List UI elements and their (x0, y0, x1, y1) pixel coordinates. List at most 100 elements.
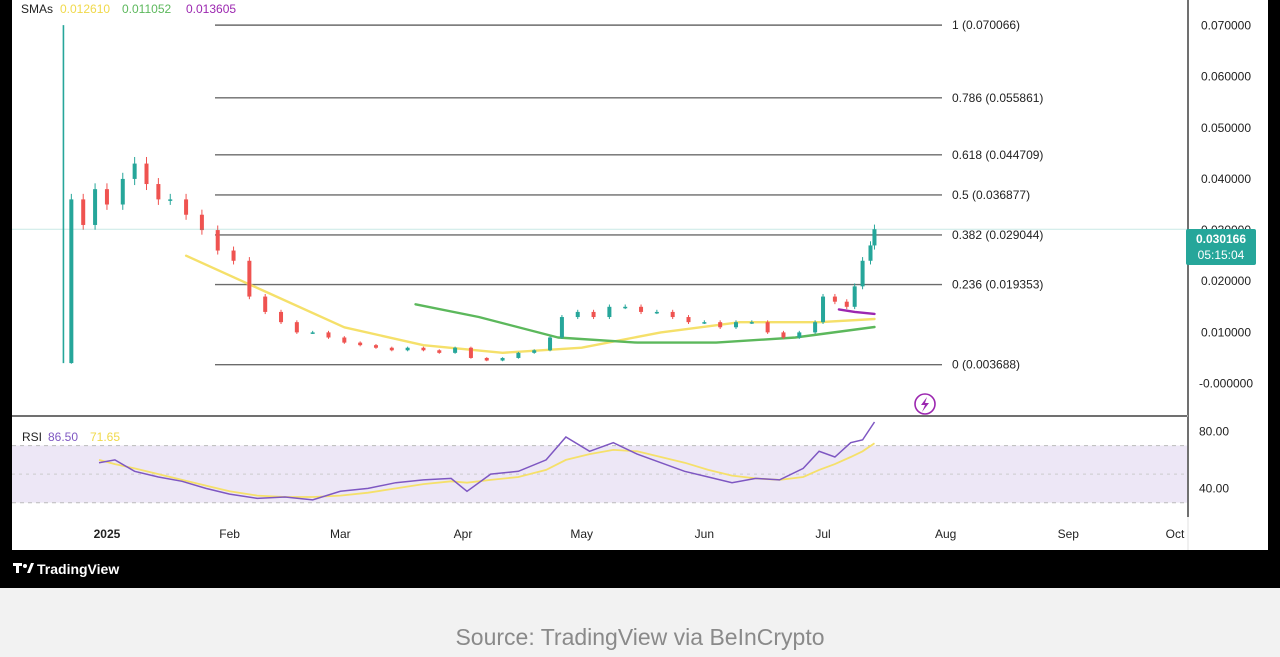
sma-legend-value-3: 0.013605 (186, 2, 236, 16)
price-candle-body[interactable] (247, 260, 252, 297)
sma-line-1 (184, 254, 876, 354)
price-candle-body[interactable] (310, 332, 315, 334)
price-candle-body[interactable] (326, 332, 331, 338)
price-tick-label: 0.070000 (1201, 18, 1251, 32)
price-candle-body[interactable] (765, 322, 770, 333)
rsi-legend-label[interactable]: RSI (22, 430, 42, 444)
price-candle-body[interactable] (156, 184, 161, 200)
time-tick-label: Jul (815, 527, 830, 541)
fib-level-label: 0.5 (0.036877) (952, 188, 1030, 202)
price-candle-body[interactable] (781, 332, 786, 338)
last-price-badge (1186, 229, 1256, 265)
price-candle-body[interactable] (168, 199, 173, 201)
price-candle-body[interactable] (342, 337, 347, 343)
price-candle-body[interactable] (591, 311, 596, 318)
price-candle-body[interactable] (749, 322, 754, 324)
time-scale[interactable] (12, 517, 1268, 550)
price-candle-body[interactable] (702, 322, 707, 324)
price-candle-body[interactable] (548, 337, 553, 351)
price-candle-body[interactable] (132, 163, 137, 179)
sma-legend-value-2: 0.011052 (122, 2, 171, 16)
price-candle-body[interactable] (654, 311, 659, 314)
rsi-lines (98, 421, 876, 501)
price-candle-body[interactable] (421, 347, 426, 351)
time-axis-ticks: 2025 Feb Mar Apr May Jun Jul Aug Sep Oct (94, 527, 1185, 541)
time-tick-label: May (570, 527, 593, 541)
price-series[interactable] (62, 25, 877, 364)
fib-level-label: 0 (0.003688) (952, 358, 1020, 372)
rsi-line (98, 421, 876, 501)
price-tick-label: 0.040000 (1201, 172, 1251, 186)
sma-legend-label[interactable]: SMAs (21, 2, 53, 16)
tradingview-chart[interactable]: 1 (0.070066) 0.786 (0.055861) 0.618 (0.044… (0, 0, 1280, 588)
time-tick-label: Sep (1058, 527, 1080, 541)
time-tick-label: Feb (219, 527, 240, 541)
sma-lines (184, 254, 876, 354)
sma-line-2 (414, 303, 876, 344)
price-candle-body[interactable] (215, 230, 220, 251)
tradingview-logo-icon (13, 563, 34, 573)
price-candle-body[interactable] (389, 347, 394, 351)
price-candle-body[interactable] (813, 322, 818, 333)
rsi-overbought-oversold-band (12, 445, 1187, 503)
price-candle-body[interactable] (373, 345, 378, 348)
price-candle-body[interactable] (797, 332, 802, 338)
fib-level-label: 0.786 (0.055861) (952, 91, 1043, 105)
price-candle-body[interactable] (405, 347, 410, 351)
price-candle-body[interactable] (144, 163, 149, 185)
rsi-ma-line (98, 442, 876, 498)
price-tick-label: 0.060000 (1201, 70, 1251, 84)
price-candle-body[interactable] (500, 357, 505, 361)
price-candle-body[interactable] (69, 199, 74, 364)
price-candle-body[interactable] (263, 296, 268, 312)
rsi-tick-label: 40.00 (1199, 481, 1229, 495)
price-candle-body[interactable] (821, 296, 826, 323)
price-candle-body[interactable] (453, 347, 458, 353)
price-candle-body[interactable] (184, 199, 189, 215)
price-candle-body[interactable] (199, 214, 204, 231)
price-candle-body[interactable] (532, 350, 537, 353)
lightning-bolt-glyph (921, 397, 929, 412)
price-candle-body[interactable] (120, 178, 125, 205)
sma-line-3 (837, 308, 876, 316)
price-candle-body[interactable] (437, 350, 442, 353)
price-candle-body[interactable] (844, 301, 849, 307)
rsi-legend-value: 86.50 (48, 430, 78, 444)
price-candle-body[interactable] (670, 311, 675, 318)
price-candle-body[interactable] (575, 311, 580, 318)
price-candle-body[interactable] (639, 306, 644, 312)
fibonacci-levels[interactable]: 1 (0.070066) 0.786 (0.055861) 0.618 (0.044… (215, 18, 1043, 372)
price-candle-body[interactable] (516, 352, 521, 358)
price-candle-body[interactable] (358, 342, 363, 346)
last-price-value: 0.030166 (1196, 232, 1246, 246)
time-tick-label: 2025 (94, 527, 121, 541)
rsi-ma-legend-value: 71.65 (90, 430, 120, 444)
price-candle-body[interactable] (559, 317, 564, 338)
price-candle-body[interactable] (104, 189, 109, 205)
price-candle-body[interactable] (832, 296, 837, 302)
price-candle-body[interactable] (93, 189, 98, 225)
time-tick-label: Oct (1166, 527, 1185, 541)
price-candle-body[interactable] (852, 286, 857, 307)
tradingview-logo-text[interactable]: TradingView (37, 561, 119, 577)
fib-level-label: 0.618 (0.044709) (952, 148, 1043, 162)
price-candle-body[interactable] (733, 322, 738, 328)
price-candle-body[interactable] (868, 245, 873, 261)
price-candle-body[interactable] (686, 317, 691, 323)
price-candle-body[interactable] (872, 229, 877, 246)
price-candle-body[interactable] (607, 306, 612, 318)
price-candle-body[interactable] (860, 260, 865, 287)
price-candle-body[interactable] (81, 199, 86, 225)
price-candle-body[interactable] (468, 347, 473, 358)
price-candle-body[interactable] (294, 322, 299, 333)
price-candle-body[interactable] (484, 357, 489, 361)
time-tick-label: Jun (695, 527, 714, 541)
fib-level-label: 0.236 (0.019353) (952, 278, 1043, 292)
candle-countdown: 05:15:04 (1198, 248, 1245, 262)
price-pane[interactable] (12, 0, 1187, 415)
price-candle-body[interactable] (279, 311, 284, 323)
price-candle-body[interactable] (623, 306, 628, 309)
price-candle-body[interactable] (231, 250, 236, 261)
price-candle-body[interactable] (718, 322, 723, 328)
